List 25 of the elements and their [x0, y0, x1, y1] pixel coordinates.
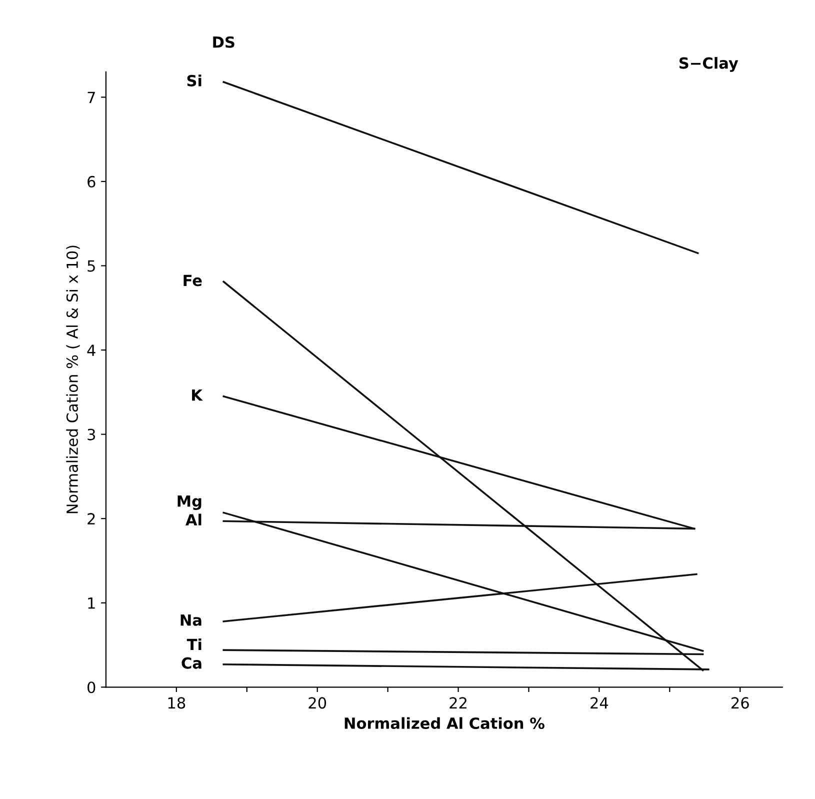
y-tick-label: 4	[87, 344, 96, 356]
y-tick-label: 0	[88, 682, 96, 694]
text: DS	[213, 36, 234, 48]
y-tick-label: 3	[88, 428, 96, 440]
x-tick-label: 18	[168, 697, 186, 709]
x-axis-title: Normalized Al Cation %	[344, 717, 544, 730]
series-label: Ti	[186, 638, 202, 650]
x-tick-label: 26	[732, 697, 749, 709]
y-tick-label: 6	[88, 176, 96, 188]
series-label: Fe	[184, 274, 202, 286]
y-axis-title: Normalized Cation % ( Al & Si x 10)	[66, 246, 80, 514]
series-label: Mg	[178, 496, 202, 510]
text: S−Clay	[679, 57, 738, 72]
series-label: Al	[186, 514, 202, 526]
y-tick-label: 7	[88, 92, 95, 103]
series-label: Na	[180, 614, 202, 626]
series-label: Si	[187, 74, 202, 86]
y-tick-label: 2	[88, 513, 95, 524]
x-tick-label: 22	[450, 697, 466, 708]
y-tick-label: 1	[88, 598, 95, 609]
x-tick-label: 20	[308, 697, 326, 709]
series-label: K	[192, 389, 203, 401]
y-tick-label: 5	[88, 260, 95, 272]
series-label: Ca	[182, 657, 202, 669]
x-tick-label: 24	[590, 697, 608, 708]
